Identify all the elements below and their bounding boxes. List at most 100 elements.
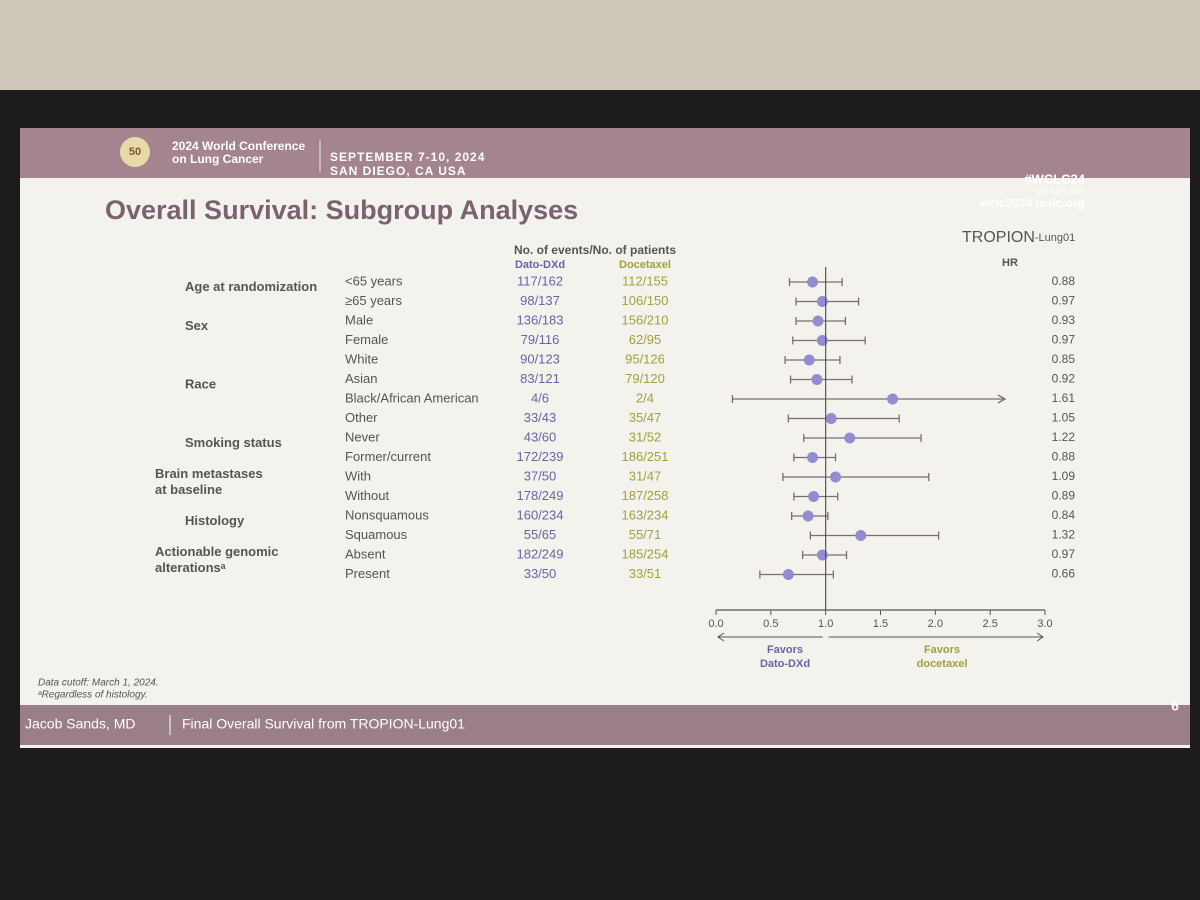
hr-value: 0.89 — [1052, 489, 1076, 503]
events-count: 55/65 — [524, 527, 557, 542]
subgroup-label: White — [345, 351, 378, 366]
ceiling — [0, 0, 1200, 90]
hr-point — [808, 491, 820, 502]
subgroup-label: ≥65 years — [345, 293, 402, 308]
subgroup-label: Nonsquamous — [345, 507, 429, 522]
ci-arrow — [997, 394, 1007, 404]
events-count: 31/47 — [629, 468, 662, 483]
x-tick-label: 2.0 — [928, 618, 943, 630]
x-tick-label: 1.5 — [873, 618, 888, 630]
hr-point — [811, 374, 823, 385]
hr-value: 0.92 — [1052, 372, 1076, 386]
events-count: 112/155 — [622, 273, 668, 288]
footnote: Data cutoff: March 1, 2024. — [38, 678, 159, 689]
subgroup-label: <65 years — [345, 273, 403, 288]
events-count: 117/162 — [517, 273, 563, 288]
events-count: 90/123 — [520, 351, 560, 366]
column-header: No. of events/No. of patients — [514, 243, 676, 257]
hr-value: 1.22 — [1052, 430, 1076, 444]
favors-arrow — [717, 632, 823, 642]
hr-point — [807, 452, 819, 463]
talk-title: Final Overall Survival from TROPION-Lung… — [182, 716, 465, 732]
events-count: 33/50 — [524, 566, 557, 581]
events-count: 83/121 — [520, 371, 560, 386]
group-label: alterationsᵃ — [155, 560, 226, 575]
events-count: 185/254 — [622, 546, 669, 561]
events-count: 35/47 — [629, 410, 662, 425]
group-label: Actionable genomic — [155, 544, 279, 559]
subgroup-label: Female — [345, 332, 388, 347]
events-count: 62/95 — [629, 332, 662, 347]
slide-header-band — [20, 128, 1190, 178]
favors-label: Dato-DXd — [760, 658, 810, 670]
slide-title: Overall Survival: Subgroup Analyses — [105, 195, 578, 225]
hr-header: HR — [1002, 257, 1018, 269]
events-count: 160/234 — [517, 507, 564, 522]
favors-label: Favors — [767, 644, 803, 656]
events-count: 43/60 — [524, 429, 557, 444]
favors-label: Favors — [924, 644, 960, 656]
conference-location: SAN DIEGO, CA USA — [330, 164, 467, 178]
events-count: 37/50 — [524, 468, 557, 483]
group-label: Histology — [185, 513, 245, 528]
presenter: Jacob Sands, MD — [25, 716, 136, 732]
x-tick-label: 2.5 — [983, 618, 998, 630]
events-count: 106/150 — [622, 293, 669, 308]
hr-value: 0.93 — [1052, 313, 1076, 327]
events-count: 136/183 — [517, 312, 564, 327]
hr-value: 0.84 — [1052, 508, 1076, 522]
x-tick-label: 3.0 — [1037, 618, 1052, 630]
events-count: 182/249 — [517, 546, 564, 561]
events-count: 4/6 — [531, 390, 549, 405]
hr-value: 0.97 — [1052, 333, 1076, 347]
hr-value: 0.97 — [1052, 547, 1076, 561]
hr-value: 0.88 — [1052, 274, 1076, 288]
group-label: Brain metastases — [155, 466, 263, 481]
subgroup-label: Black/African American — [345, 390, 479, 405]
x-tick-label: 0.5 — [763, 618, 778, 630]
subgroup-label: Male — [345, 312, 373, 327]
hr-value: 1.05 — [1052, 411, 1076, 425]
anniversary-badge — [120, 137, 150, 167]
hr-point — [803, 354, 815, 366]
website: wclc2024.iaslc.org — [979, 196, 1085, 210]
timer: 05 min 34s — [1036, 187, 1085, 198]
slide-body — [20, 128, 1190, 748]
events-count: 187/258 — [622, 488, 669, 503]
events-count: 172/239 — [517, 449, 564, 464]
footnote: ᵃRegardless of histology. — [38, 690, 148, 701]
hr-point — [807, 276, 819, 288]
hr-point — [782, 569, 794, 580]
group-label: at baseline — [155, 482, 222, 497]
events-count: 33/51 — [629, 566, 662, 581]
page-number: 6 — [1171, 698, 1179, 714]
subgroup-label: Never — [345, 429, 380, 444]
x-tick-label: 0.0 — [708, 618, 723, 630]
hr-point — [812, 315, 824, 327]
conference-dates: SEPTEMBER 7-10, 2024 — [330, 150, 485, 164]
events-count: 55/71 — [629, 527, 662, 542]
events-count: 186/251 — [622, 449, 669, 464]
arm-header: Dato-DXd — [515, 259, 565, 271]
hr-point — [802, 510, 814, 522]
events-count: 178/249 — [517, 488, 564, 503]
events-count: 31/52 — [629, 429, 662, 444]
favors-arrow — [828, 632, 1044, 642]
subgroup-label: Present — [345, 566, 390, 581]
group-label: Race — [185, 377, 216, 392]
hr-value: 0.97 — [1052, 294, 1076, 308]
badge-text: 50 — [129, 146, 141, 158]
group-label: Sex — [185, 318, 209, 333]
events-count: 163/234 — [622, 507, 669, 522]
conference-name: on Lung Cancer — [172, 152, 264, 166]
subgroup-label: Squamous — [345, 527, 408, 542]
subgroup-label: Without — [345, 488, 389, 503]
events-count: 156/210 — [622, 312, 669, 327]
hashtag: #WCLC24 — [1024, 171, 1085, 186]
hr-point — [830, 471, 842, 483]
subgroup-label: Absent — [345, 546, 386, 561]
hr-value: 1.09 — [1052, 469, 1076, 483]
events-count: 79/116 — [521, 332, 560, 347]
